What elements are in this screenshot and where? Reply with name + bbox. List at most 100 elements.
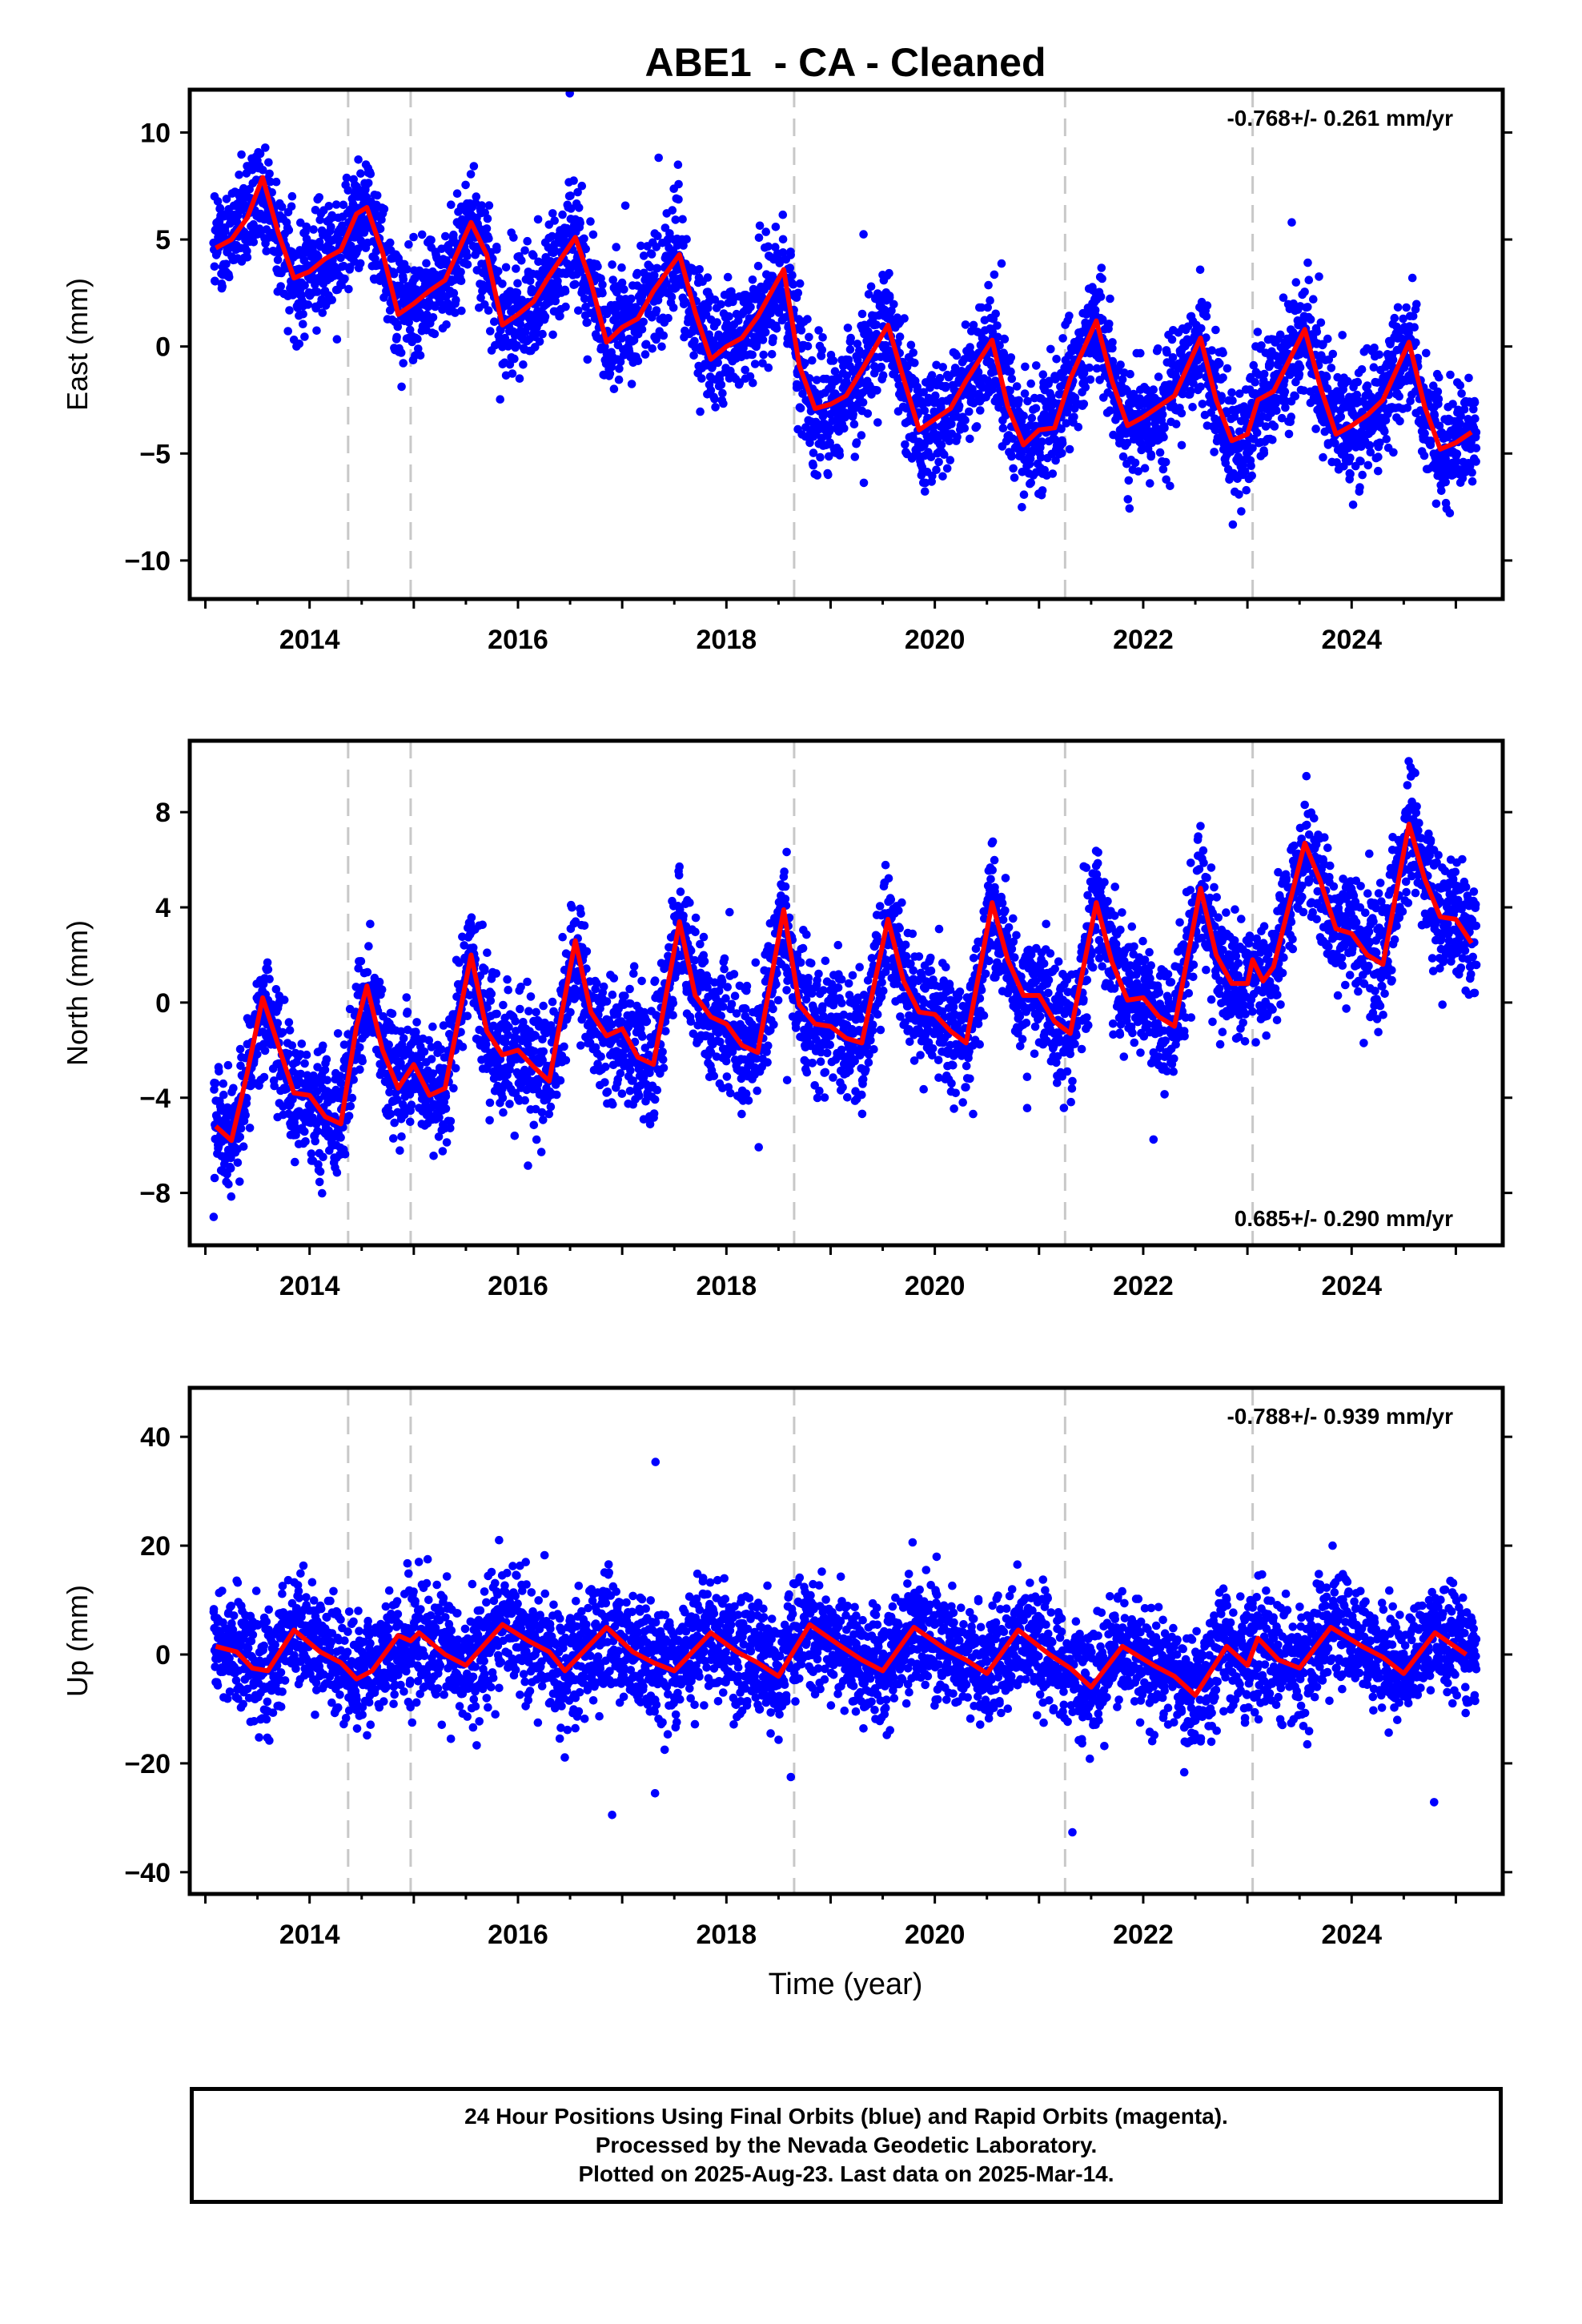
data-point [1146,479,1154,488]
data-point [803,315,812,324]
data-point [719,399,728,408]
data-point [1038,437,1046,446]
data-point [653,231,662,241]
data-point [1323,334,1332,344]
data-point [1431,499,1441,509]
data-point [1287,218,1296,227]
data-point [1247,471,1256,480]
data-point [1079,368,1089,378]
data-point [427,235,436,245]
data-point [344,1112,354,1120]
data-point [937,440,946,449]
data-point [486,327,495,336]
data-point [285,306,294,315]
data-point [496,395,504,404]
data-point [576,219,584,227]
data-point [741,365,749,375]
data-point [852,438,861,447]
data-point [253,1050,262,1059]
data-point [667,292,677,302]
data-point [850,452,860,461]
data-point [873,386,881,395]
data-point [1108,356,1118,366]
data-point [372,191,382,200]
data-point [1426,436,1435,445]
data-point [510,354,519,364]
data-point [1389,448,1398,457]
data-point [617,334,627,343]
data-point [1096,292,1106,301]
data-point [1118,375,1127,384]
data-point [1097,263,1106,272]
data-point [483,214,492,223]
data-point [1171,420,1181,428]
data-point [327,296,337,304]
data-point [237,150,246,159]
data-point [1437,486,1446,496]
x-tick-label: 2024 [1321,625,1382,655]
data-point [863,409,873,418]
data-point [1333,372,1342,382]
data-point [1259,448,1269,458]
data-point [946,456,955,464]
data-point [452,296,460,305]
data-point [236,1124,246,1133]
data-point [1445,509,1455,518]
data-point [937,403,946,412]
data-point [942,381,950,391]
data-point [318,308,327,317]
data-point [259,166,267,175]
data-point [299,320,307,329]
data-point [1284,429,1294,439]
data-point [548,231,556,241]
data-point [1356,456,1365,466]
data-point [1070,412,1078,421]
data-point [764,363,773,372]
data-point [1167,335,1177,344]
data-point [1253,328,1263,336]
data-point [697,374,706,383]
data-point [1456,380,1465,390]
data-point [332,1257,341,1266]
data-point [384,1040,394,1049]
data-point [1380,427,1389,436]
data-point [588,230,598,239]
data-point [1435,372,1443,382]
data-point [1375,350,1383,360]
data-point [1240,467,1250,476]
data-point [222,259,231,269]
data-point [679,241,688,250]
data-point [718,388,727,398]
data-point [825,452,833,461]
data-point [1223,364,1232,373]
data-point [571,279,580,289]
data-point [1363,381,1372,390]
data-point [500,333,510,343]
data-point [1081,383,1090,392]
data-point [617,278,627,287]
data-point [1452,449,1462,459]
data-point [222,195,231,203]
data-point [753,261,763,271]
data-point [1092,364,1102,373]
data-point [953,432,962,441]
data-point [1235,490,1243,499]
data-point [265,975,274,983]
data-point [1289,299,1298,308]
data-point [885,293,894,302]
data-point [845,345,855,354]
data-point [972,422,982,431]
data-point [1309,295,1318,304]
data-point [1197,324,1206,333]
data-point [512,264,520,273]
data-point [598,288,607,298]
data-point [977,303,986,312]
data-point [629,336,639,345]
data-point [940,450,949,459]
data-point [689,351,698,360]
data-point [515,374,524,384]
data-point [300,1127,309,1136]
data-point [713,358,722,368]
data-point [1441,477,1450,487]
data-point [706,386,716,395]
